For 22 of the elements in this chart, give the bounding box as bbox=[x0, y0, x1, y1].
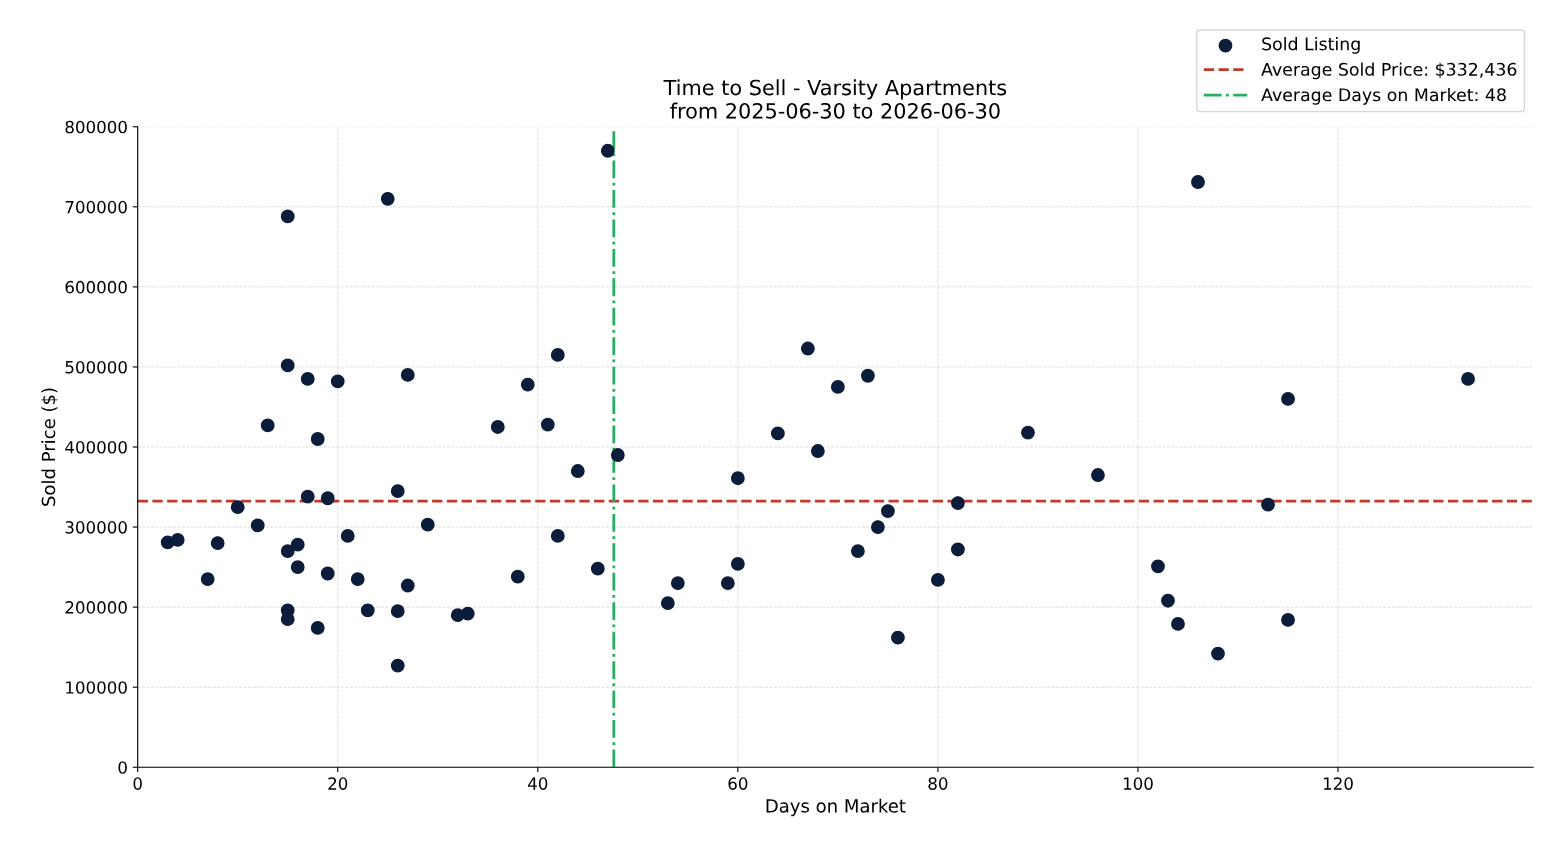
y-tick-label: 300000 bbox=[65, 521, 127, 534]
x-tick-label: 60 bbox=[728, 777, 748, 790]
y-tick-label: 0 bbox=[118, 761, 127, 774]
x-tick-label: 20 bbox=[328, 777, 348, 790]
x-tick-label: 0 bbox=[133, 777, 142, 790]
x-tick-label: 100 bbox=[1123, 777, 1153, 790]
x-tick-label: 40 bbox=[528, 777, 548, 790]
y-tick-label: 700000 bbox=[65, 200, 127, 214]
legend-label: Sold Listing bbox=[1262, 36, 1360, 54]
x-tick-label: 80 bbox=[928, 777, 948, 790]
y-tick-label: 600000 bbox=[65, 280, 127, 294]
x-tick-label: 120 bbox=[1323, 777, 1353, 790]
legend-label: Average Days on Market: 48 bbox=[1261, 87, 1506, 105]
x-axis-title: Days on Market bbox=[766, 798, 906, 817]
y-tick-label: 800000 bbox=[65, 120, 127, 134]
y-tick-label: 500000 bbox=[65, 360, 127, 374]
legend-label: Average Sold Price: $332,436 bbox=[1261, 62, 1517, 80]
y-tick-label: 200000 bbox=[65, 601, 127, 614]
chart-title: Time to Sell - Varsity Apartments from 2025-06-30 to 2026-06-30 bbox=[663, 79, 1007, 119]
y-axis-title: Sold Price ($) bbox=[41, 388, 58, 506]
y-tick-label: 100000 bbox=[66, 681, 127, 694]
y-tick-label: 400000 bbox=[65, 440, 127, 454]
